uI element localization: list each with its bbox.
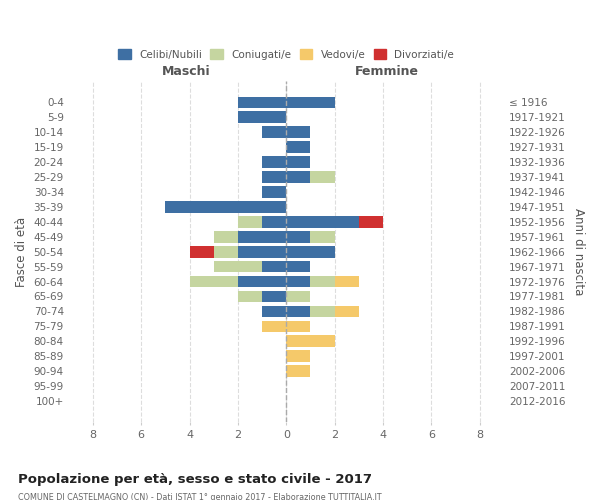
- Y-axis label: Anni di nascita: Anni di nascita: [572, 208, 585, 296]
- Bar: [262, 171, 286, 183]
- Bar: [310, 306, 335, 317]
- Bar: [238, 112, 286, 123]
- Bar: [238, 96, 286, 108]
- Bar: [214, 231, 238, 242]
- Bar: [286, 306, 310, 317]
- Bar: [359, 216, 383, 228]
- Bar: [238, 276, 286, 287]
- Bar: [286, 156, 310, 168]
- Bar: [335, 306, 359, 317]
- Bar: [286, 231, 310, 242]
- Bar: [310, 171, 335, 183]
- Bar: [262, 156, 286, 168]
- Bar: [286, 366, 310, 377]
- Bar: [286, 336, 335, 347]
- Bar: [166, 201, 286, 212]
- Bar: [286, 320, 310, 332]
- Bar: [310, 276, 335, 287]
- Bar: [214, 246, 238, 258]
- Bar: [286, 171, 310, 183]
- Bar: [238, 231, 286, 242]
- Bar: [286, 142, 310, 153]
- Bar: [238, 216, 262, 228]
- Bar: [262, 186, 286, 198]
- Bar: [190, 246, 214, 258]
- Text: Popolazione per età, sesso e stato civile - 2017: Popolazione per età, sesso e stato civil…: [18, 472, 372, 486]
- Bar: [238, 290, 262, 302]
- Bar: [262, 216, 286, 228]
- Bar: [310, 231, 335, 242]
- Bar: [262, 261, 286, 272]
- Bar: [286, 350, 310, 362]
- Bar: [262, 126, 286, 138]
- Bar: [286, 276, 310, 287]
- Legend: Celibi/Nubili, Coniugati/e, Vedovi/e, Divorziati/e: Celibi/Nubili, Coniugati/e, Vedovi/e, Di…: [114, 45, 458, 64]
- Bar: [286, 96, 335, 108]
- Bar: [286, 290, 310, 302]
- Bar: [190, 276, 238, 287]
- Text: Femmine: Femmine: [355, 64, 418, 78]
- Bar: [238, 246, 286, 258]
- Bar: [286, 261, 310, 272]
- Bar: [214, 261, 262, 272]
- Bar: [286, 126, 310, 138]
- Bar: [286, 216, 359, 228]
- Y-axis label: Fasce di età: Fasce di età: [15, 216, 28, 286]
- Bar: [335, 276, 359, 287]
- Bar: [262, 320, 286, 332]
- Bar: [262, 290, 286, 302]
- Text: Maschi: Maschi: [162, 64, 211, 78]
- Bar: [262, 306, 286, 317]
- Text: COMUNE DI CASTELMAGNO (CN) - Dati ISTAT 1° gennaio 2017 - Elaborazione TUTTITALI: COMUNE DI CASTELMAGNO (CN) - Dati ISTAT …: [18, 492, 382, 500]
- Bar: [286, 246, 335, 258]
